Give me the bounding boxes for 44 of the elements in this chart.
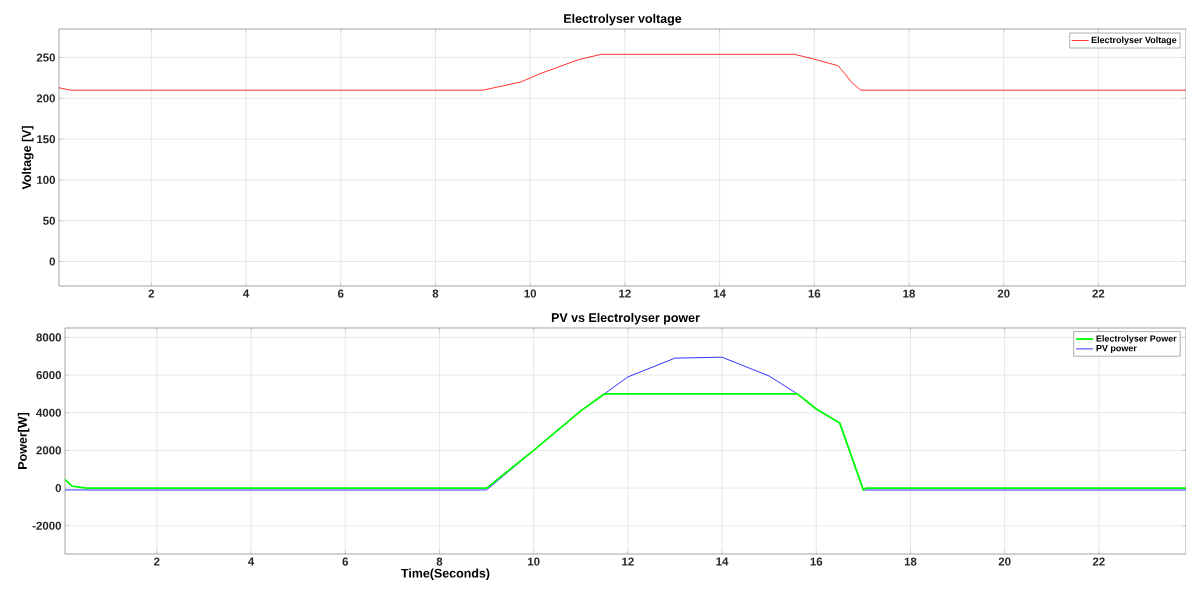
x-tick-label: 22 <box>1092 289 1105 298</box>
y-tick-label: -2000 <box>32 521 62 530</box>
x-tick-label: 12 <box>619 289 631 298</box>
y-tick-label: 0 <box>55 484 62 493</box>
x-tick-label: 2 <box>154 557 160 566</box>
y-tick-label: 8000 <box>36 333 62 342</box>
y-tick-label: 50 <box>43 216 56 225</box>
x-tick-label: 8 <box>432 289 439 298</box>
y-axis-title: Voltage [V] <box>21 126 34 190</box>
x-tick-label: 16 <box>810 557 823 566</box>
y-tick-label: 100 <box>37 175 56 184</box>
x-tick-label: 4 <box>243 289 250 298</box>
x-tick-label: 10 <box>527 557 540 566</box>
x-tick-label: 6 <box>337 289 344 298</box>
y-tick-label: 0 <box>49 257 56 266</box>
x-tick-label: 20 <box>998 557 1011 566</box>
line-series <box>65 393 1186 491</box>
x-tick-label: 12 <box>622 557 634 566</box>
x-tick-label: 2 <box>148 289 155 298</box>
x-tick-label: 18 <box>904 557 917 566</box>
legend-label: Electrolyser Power <box>1096 335 1177 344</box>
x-tick-label: 6 <box>342 557 349 566</box>
line-series <box>59 53 1186 91</box>
y-tick-label: 2000 <box>36 446 62 455</box>
x-axis-title: Time(Seconds) <box>401 568 490 581</box>
y-tick-label: 250 <box>36 53 56 62</box>
x-tick-label: 8 <box>436 557 443 566</box>
y-axis-title: Power[W] <box>17 412 30 469</box>
x-tick-label: 14 <box>716 557 729 566</box>
y-tick-label: 200 <box>36 94 56 103</box>
x-tick-label: 10 <box>524 289 537 298</box>
x-tick-label: 14 <box>713 289 726 298</box>
y-tick-label: 4000 <box>36 408 62 417</box>
x-tick-label: 16 <box>808 289 821 298</box>
x-tick-label: 18 <box>903 289 915 298</box>
y-tick-label: 6000 <box>36 371 62 380</box>
legend-label: Electrolyser Voltage <box>1091 36 1177 45</box>
x-tick-label: 4 <box>248 557 255 566</box>
x-tick-label: 22 <box>1092 557 1105 566</box>
legend-label: PV power <box>1096 345 1137 354</box>
y-tick-label: 150 <box>37 135 56 144</box>
x-tick-label: 20 <box>997 289 1010 298</box>
chart-title: Electrolyser voltage <box>564 13 682 26</box>
chart-title: PV vs Electrolyser power <box>551 312 700 325</box>
